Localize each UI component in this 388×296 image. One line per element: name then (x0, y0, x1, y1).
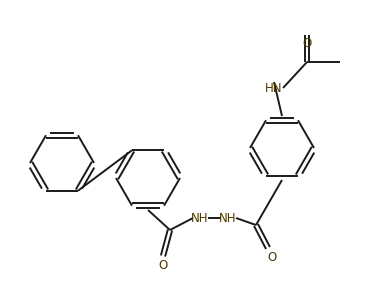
Text: O: O (302, 37, 312, 50)
Text: HN: HN (265, 81, 283, 94)
Text: NH: NH (219, 212, 237, 224)
Text: O: O (158, 259, 168, 272)
Text: NH: NH (191, 212, 209, 224)
Text: O: O (267, 251, 277, 264)
